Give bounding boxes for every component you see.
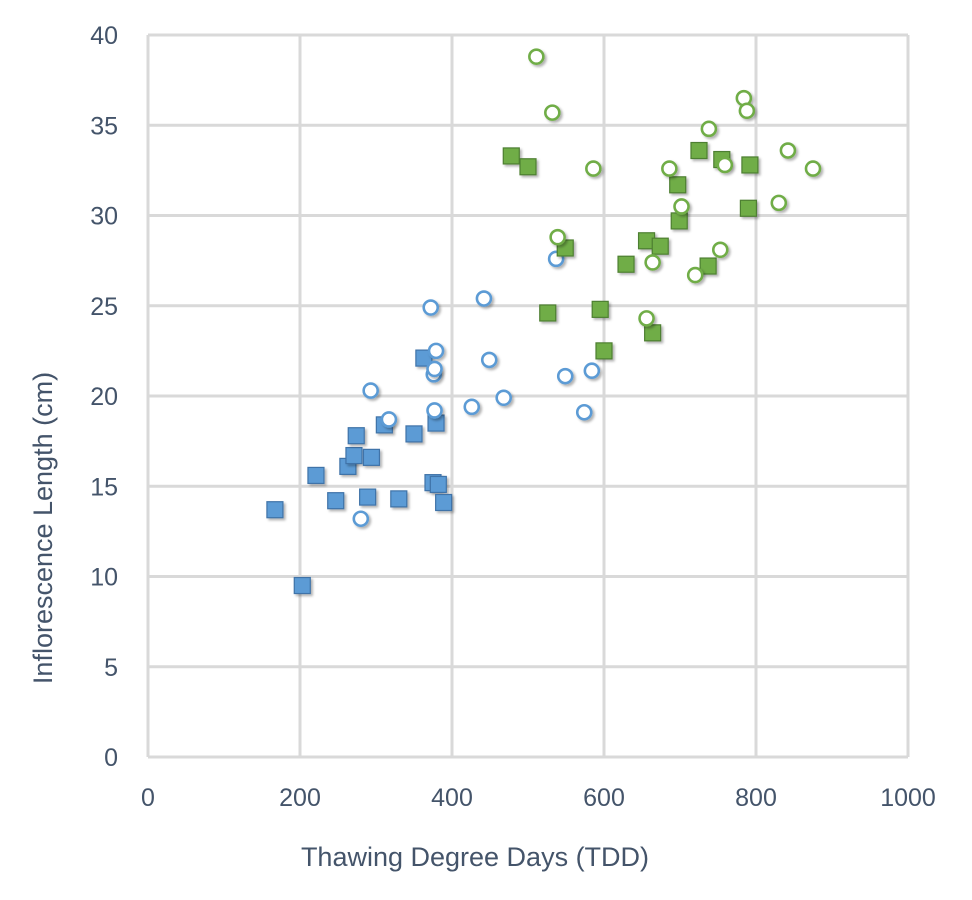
x-tick-label: 1000	[880, 784, 936, 812]
x-tick-label: 600	[583, 784, 625, 812]
data-point-square-series-3	[502, 147, 520, 165]
data-point-square-series-1	[435, 493, 453, 512]
data-point-circle-series-4	[711, 241, 729, 259]
data-point-square-series-3	[591, 300, 609, 318]
data-point-square-series-1	[390, 490, 408, 508]
y-tick-label: 30	[90, 203, 118, 231]
x-tick-label: 200	[279, 784, 321, 812]
data-point-square-series-1	[362, 448, 381, 466]
data-point-square-series-1	[266, 501, 284, 519]
data-point-circle-series-4	[585, 160, 602, 177]
data-point-square-series-3	[739, 199, 758, 217]
y-tick-label: 0	[104, 744, 118, 772]
x-tick-label: 400	[431, 784, 473, 812]
y-tick-label: 15	[90, 473, 118, 501]
data-point-circle-series-2	[426, 360, 443, 378]
data-point-circle-series-4	[686, 266, 704, 284]
data-point-circle-series-2	[463, 398, 481, 416]
data-point-circle-series-4	[644, 254, 661, 271]
data-point-circle-series-4	[779, 142, 797, 159]
y-tick-label: 40	[90, 22, 118, 50]
data-point-square-series-3	[670, 212, 688, 230]
y-tick-label: 10	[90, 564, 118, 592]
data-point-square-series-3	[644, 324, 662, 342]
data-point-circle-series-2	[556, 367, 574, 385]
data-point-square-series-3	[699, 257, 717, 275]
data-point-circle-series-4	[638, 310, 655, 327]
data-point-square-series-3	[690, 141, 708, 160]
data-point-circle-series-4	[673, 198, 690, 215]
data-point-square-series-1	[327, 492, 345, 510]
data-point-circle-series-4	[528, 48, 545, 65]
y-tick-label: 35	[90, 112, 118, 140]
data-point-square-series-3	[741, 156, 759, 174]
data-point-circle-series-2	[575, 403, 593, 421]
data-point-circle-series-4	[700, 120, 718, 138]
data-point-square-series-3	[669, 176, 687, 194]
data-point-circle-series-2	[495, 389, 512, 407]
data-point-circle-series-2	[362, 382, 379, 399]
data-point-circle-series-4	[738, 102, 756, 120]
y-tick-label: 25	[90, 293, 118, 321]
data-point-circle-series-2	[422, 299, 440, 316]
data-point-circle-series-2	[380, 411, 398, 428]
data-point-square-series-1	[429, 475, 447, 494]
y-axis-ticks: 0 5 10 15 20 25 30 35 40	[90, 22, 118, 772]
data-point-circle-series-2	[426, 402, 443, 419]
data-point-circle-series-2	[427, 342, 445, 360]
x-axis-ticks: 0 200 400 600 800 1000	[141, 784, 936, 812]
y-axis-title: Inflorescence Length (cm)	[28, 372, 58, 684]
data-point-square-series-1	[405, 425, 423, 443]
data-point-circle-series-4	[549, 228, 566, 246]
data-point-circle-series-4	[804, 160, 822, 177]
x-tick-label: 800	[735, 784, 777, 812]
data-point-square-series-1	[307, 466, 325, 485]
data-point-square-series-3	[519, 158, 537, 176]
data-point-circle-series-2	[475, 290, 493, 307]
data-point-circle-series-4	[544, 104, 561, 121]
data-point-circle-series-4	[661, 160, 678, 177]
x-axis-title: Thawing Degree Days (TDD)	[301, 842, 649, 872]
data-point-circle-series-2	[583, 362, 601, 380]
data-point-square-series-1	[359, 488, 377, 506]
data-points	[266, 48, 822, 595]
y-tick-label: 20	[90, 383, 118, 411]
y-tick-label: 5	[104, 654, 118, 682]
data-point-square-series-3	[617, 255, 635, 273]
data-point-square-series-3	[539, 304, 557, 322]
data-point-circle-series-2	[480, 351, 498, 369]
data-point-circle-series-2	[352, 510, 370, 528]
data-point-square-series-1	[415, 349, 433, 367]
data-point-square-series-1	[345, 446, 363, 465]
data-point-square-series-3	[651, 237, 669, 255]
data-point-circle-series-4	[716, 156, 734, 174]
gridlines	[146, 33, 910, 759]
data-point-circle-series-4	[770, 194, 788, 212]
data-point-square-series-1	[293, 576, 311, 595]
data-point-square-series-3	[595, 342, 613, 360]
data-point-square-series-1	[347, 427, 365, 445]
x-tick-label: 0	[141, 784, 155, 812]
